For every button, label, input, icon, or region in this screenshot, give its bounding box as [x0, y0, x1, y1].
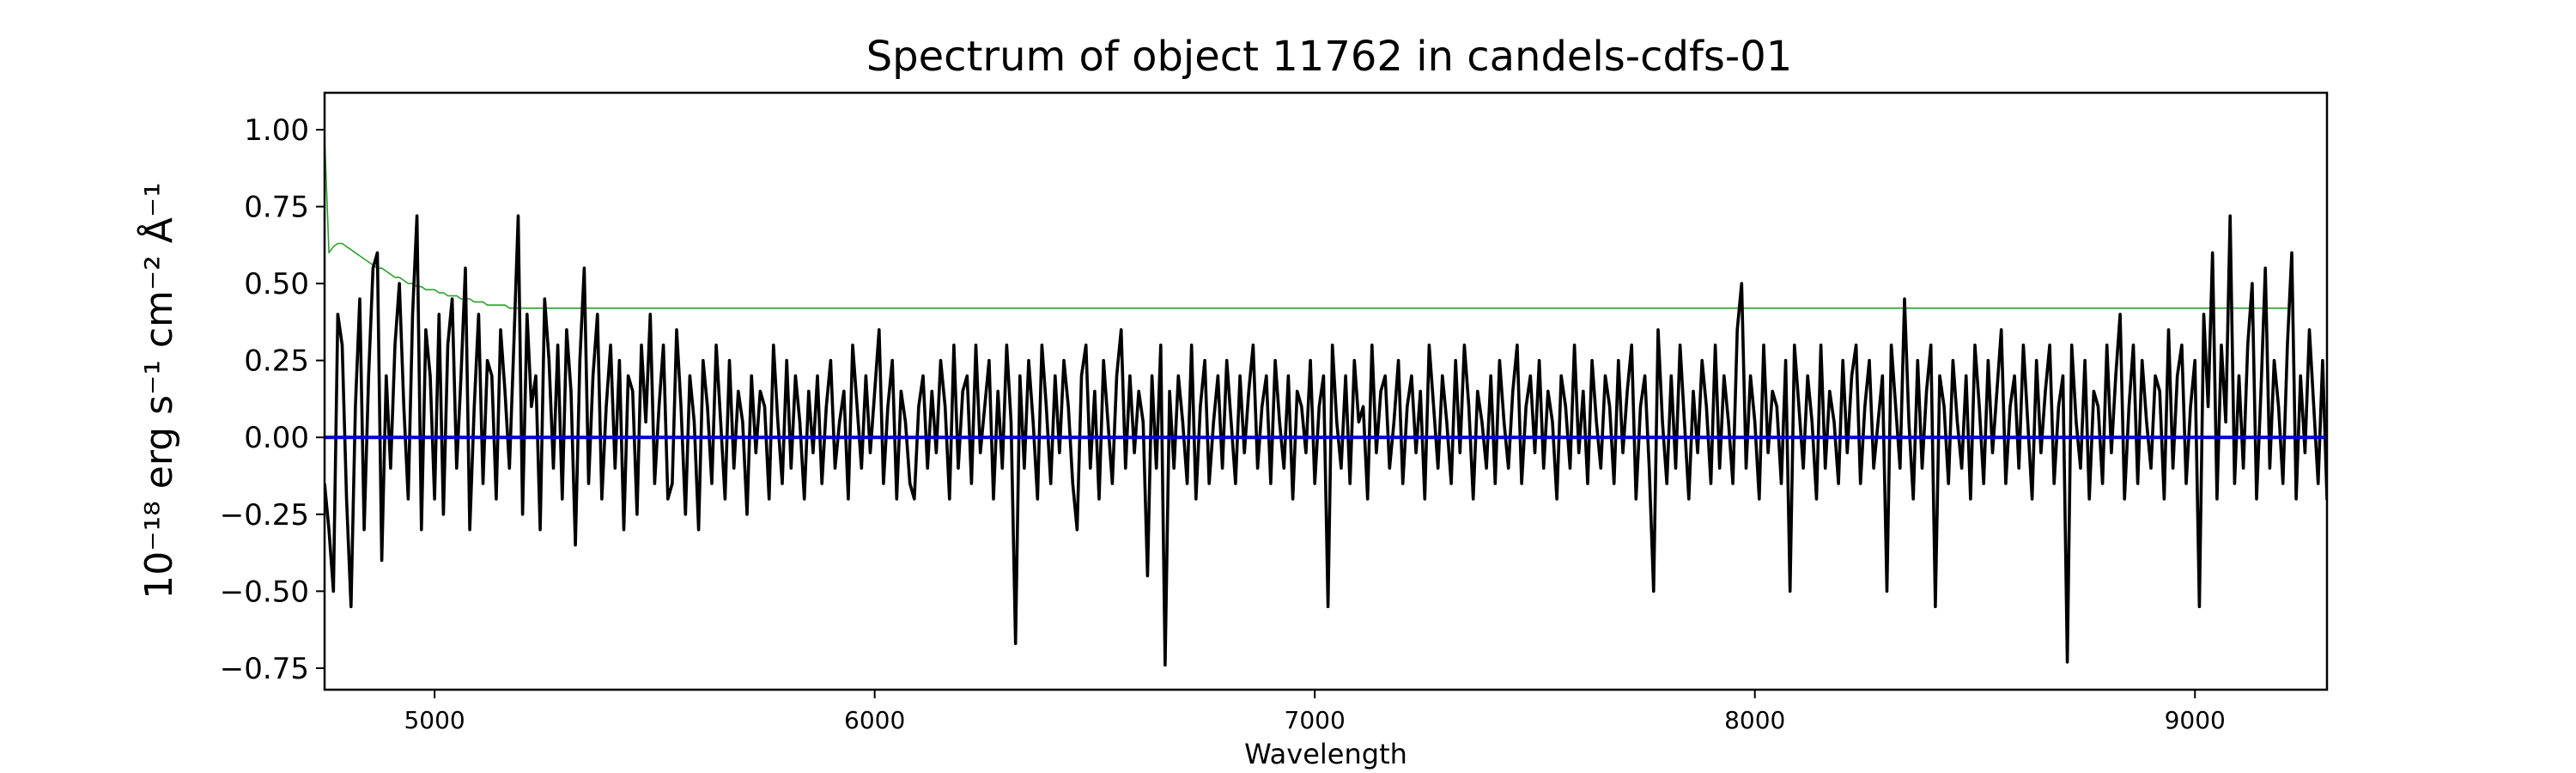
- y-axis-label: 10⁻¹⁸ erg s⁻¹ cm⁻² Å⁻¹: [136, 182, 181, 599]
- x-tick-label: 6000: [844, 706, 905, 734]
- y-tick-label: −0.50: [220, 575, 309, 609]
- axes-frame: [323, 91, 2329, 691]
- x-tick-label: 9000: [2165, 706, 2226, 734]
- y-tick-label: 1.00: [244, 113, 309, 148]
- x-axis: 5000 6000 7000 8000 9000: [404, 690, 2226, 734]
- series-flux-line: [325, 214, 2327, 667]
- series-error-line: [325, 136, 2287, 309]
- plot-area: [323, 91, 2329, 691]
- x-axis-label: Wavelength: [1244, 738, 1407, 770]
- x-tick-label: 5000: [404, 706, 465, 734]
- series-layer: [325, 136, 2327, 667]
- y-tick-label: 0.75: [244, 191, 309, 225]
- y-tick-label: −0.75: [220, 652, 309, 686]
- y-tick-label: 0.00: [244, 421, 309, 455]
- y-tick-label: −0.25: [220, 498, 309, 533]
- chart-title: Spectrum of object 11762 in candels-cdfs…: [866, 33, 1793, 81]
- x-tick-label: 7000: [1285, 706, 1346, 734]
- y-tick-label: 0.50: [244, 267, 309, 301]
- y-axis: −0.75 −0.50 −0.25 0.00 0.25 0.50 0.75 1.00: [220, 113, 325, 686]
- y-tick-label: 0.25: [244, 344, 309, 379]
- x-tick-label: 8000: [1724, 706, 1785, 734]
